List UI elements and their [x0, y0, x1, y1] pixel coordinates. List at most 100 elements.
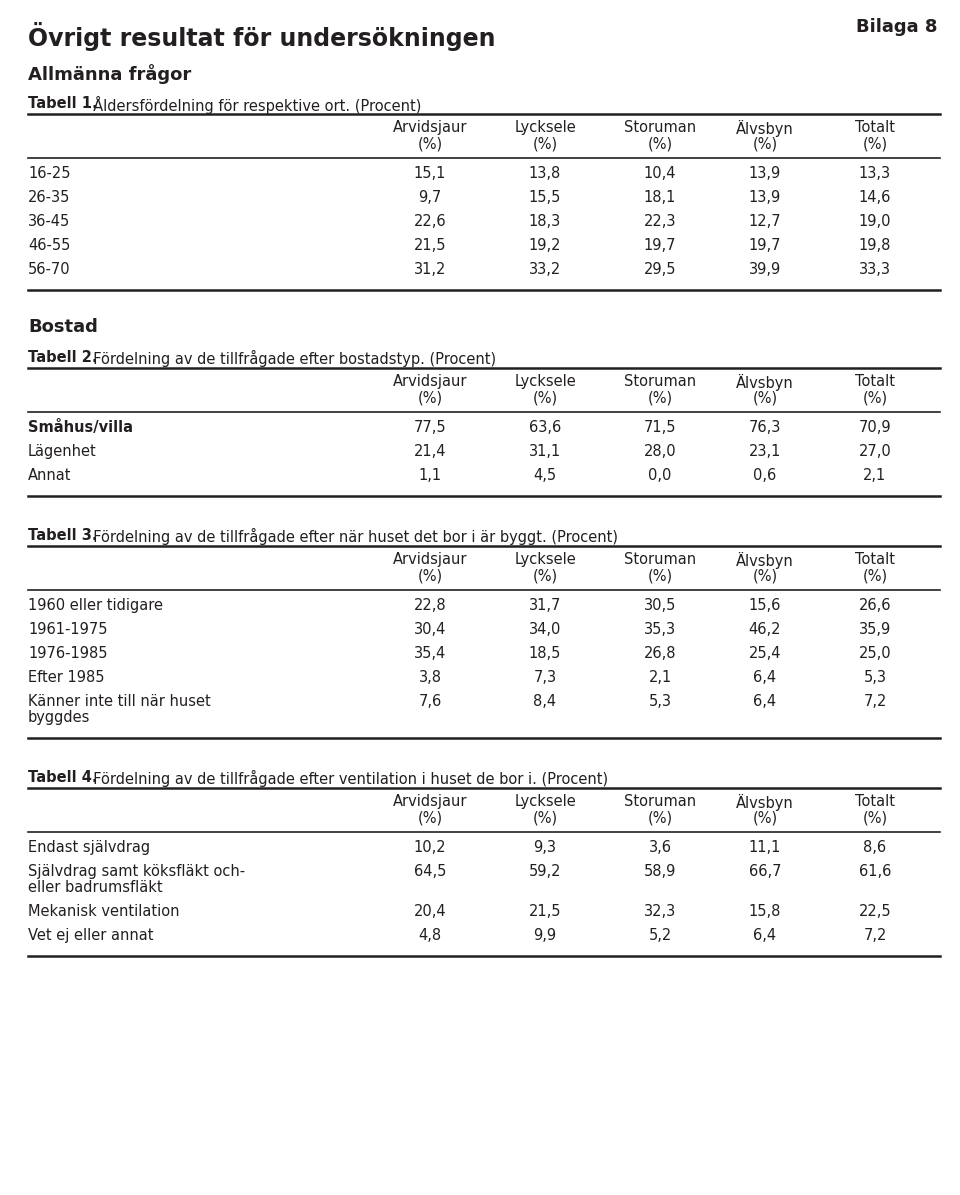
Text: 11,1: 11,1 — [749, 840, 781, 854]
Text: 9,7: 9,7 — [419, 190, 442, 206]
Text: (%): (%) — [862, 810, 888, 825]
Text: Endast självdrag: Endast självdrag — [28, 840, 150, 854]
Text: Åldersfördelning för respektive ort. (Procent): Åldersfördelning för respektive ort. (Pr… — [84, 96, 421, 114]
Text: 7,2: 7,2 — [863, 929, 887, 943]
Text: (%): (%) — [418, 136, 443, 151]
Text: Arvidsjaur: Arvidsjaur — [393, 793, 468, 809]
Text: 19,2: 19,2 — [529, 238, 562, 253]
Text: 46-55: 46-55 — [28, 238, 70, 253]
Text: 26-35: 26-35 — [28, 190, 70, 206]
Text: 1961-1975: 1961-1975 — [28, 623, 108, 637]
Text: 31,7: 31,7 — [529, 598, 562, 613]
Text: Bostad: Bostad — [28, 318, 98, 336]
Text: 6,4: 6,4 — [754, 929, 777, 943]
Text: 28,0: 28,0 — [644, 445, 676, 459]
Text: Självdrag samt köksfläkt och-: Självdrag samt köksfläkt och- — [28, 864, 245, 880]
Text: 19,7: 19,7 — [644, 238, 676, 253]
Text: 6,4: 6,4 — [754, 694, 777, 709]
Text: 31,1: 31,1 — [529, 445, 562, 459]
Text: 70,9: 70,9 — [858, 419, 891, 435]
Text: 18,3: 18,3 — [529, 214, 562, 229]
Text: Arvidsjaur: Arvidsjaur — [393, 120, 468, 135]
Text: 1,1: 1,1 — [419, 468, 442, 483]
Text: Känner inte till när huset: Känner inte till när huset — [28, 694, 211, 709]
Text: 9,3: 9,3 — [534, 840, 557, 854]
Text: 23,1: 23,1 — [749, 445, 781, 459]
Text: 13,9: 13,9 — [749, 190, 781, 206]
Text: 15,5: 15,5 — [529, 190, 562, 206]
Text: Lycksele: Lycksele — [515, 552, 576, 566]
Text: (%): (%) — [753, 810, 778, 825]
Text: Fördelning av de tillfrågade efter när huset det bor i är byggt. (Procent): Fördelning av de tillfrågade efter när h… — [84, 528, 618, 545]
Text: Lägenhet: Lägenhet — [28, 445, 97, 459]
Text: Övrigt resultat för undersökningen: Övrigt resultat för undersökningen — [28, 22, 495, 51]
Text: Småhus/villa: Småhus/villa — [28, 419, 133, 435]
Text: 32,3: 32,3 — [644, 903, 676, 919]
Text: 35,9: 35,9 — [859, 623, 891, 637]
Text: 10,4: 10,4 — [644, 166, 676, 180]
Text: Arvidsjaur: Arvidsjaur — [393, 374, 468, 390]
Text: eller badrumsfläkt: eller badrumsfläkt — [28, 880, 162, 895]
Text: (%): (%) — [533, 810, 558, 825]
Text: 25,0: 25,0 — [858, 646, 891, 661]
Text: 71,5: 71,5 — [644, 419, 676, 435]
Text: Lycksele: Lycksele — [515, 793, 576, 809]
Text: 25,4: 25,4 — [749, 646, 781, 661]
Text: 31,2: 31,2 — [414, 262, 446, 277]
Text: 36-45: 36-45 — [28, 214, 70, 229]
Text: Fördelning av de tillfrågade efter ventilation i huset de bor i. (Procent): Fördelning av de tillfrågade efter venti… — [84, 770, 608, 788]
Text: 1976-1985: 1976-1985 — [28, 646, 108, 661]
Text: (%): (%) — [753, 390, 778, 405]
Text: 12,7: 12,7 — [749, 214, 781, 229]
Text: (%): (%) — [862, 136, 888, 151]
Text: 63,6: 63,6 — [529, 419, 562, 435]
Text: Lycksele: Lycksele — [515, 374, 576, 390]
Text: 4,5: 4,5 — [534, 468, 557, 483]
Text: Bilaga 8: Bilaga 8 — [856, 18, 938, 36]
Text: (%): (%) — [647, 568, 673, 583]
Text: Tabell 2.: Tabell 2. — [28, 350, 98, 364]
Text: Älvsbyn: Älvsbyn — [736, 552, 794, 569]
Text: 6,4: 6,4 — [754, 670, 777, 685]
Text: 34,0: 34,0 — [529, 623, 562, 637]
Text: 22,8: 22,8 — [414, 598, 446, 613]
Text: 30,5: 30,5 — [644, 598, 676, 613]
Text: Storuman: Storuman — [624, 120, 696, 135]
Text: 21,5: 21,5 — [529, 903, 562, 919]
Text: Arvidsjaur: Arvidsjaur — [393, 552, 468, 566]
Text: Mekanisk ventilation: Mekanisk ventilation — [28, 903, 180, 919]
Text: (%): (%) — [647, 136, 673, 151]
Text: Vet ej eller annat: Vet ej eller annat — [28, 929, 154, 943]
Text: 2,1: 2,1 — [648, 670, 672, 685]
Text: Älvsbyn: Älvsbyn — [736, 120, 794, 137]
Text: (%): (%) — [753, 136, 778, 151]
Text: 0,0: 0,0 — [648, 468, 672, 483]
Text: Älvsbyn: Älvsbyn — [736, 374, 794, 391]
Text: 26,8: 26,8 — [644, 646, 676, 661]
Text: 22,3: 22,3 — [644, 214, 676, 229]
Text: 3,8: 3,8 — [419, 670, 442, 685]
Text: 8,4: 8,4 — [534, 694, 557, 709]
Text: (%): (%) — [647, 390, 673, 405]
Text: Tabell 3.: Tabell 3. — [28, 528, 98, 543]
Text: Tabell 1.: Tabell 1. — [28, 96, 98, 111]
Text: 64,5: 64,5 — [414, 864, 446, 880]
Text: 21,5: 21,5 — [414, 238, 446, 253]
Text: (%): (%) — [418, 810, 443, 825]
Text: 22,6: 22,6 — [414, 214, 446, 229]
Text: 30,4: 30,4 — [414, 623, 446, 637]
Text: 29,5: 29,5 — [644, 262, 676, 277]
Text: 2,1: 2,1 — [863, 468, 887, 483]
Text: Tabell 4.: Tabell 4. — [28, 770, 98, 785]
Text: Älvsbyn: Älvsbyn — [736, 793, 794, 811]
Text: 13,3: 13,3 — [859, 166, 891, 180]
Text: 21,4: 21,4 — [414, 445, 446, 459]
Text: 35,4: 35,4 — [414, 646, 446, 661]
Text: Totalt: Totalt — [855, 793, 895, 809]
Text: 7,3: 7,3 — [534, 670, 557, 685]
Text: 15,8: 15,8 — [749, 903, 781, 919]
Text: 7,6: 7,6 — [419, 694, 442, 709]
Text: Allmänna frågor: Allmänna frågor — [28, 65, 191, 84]
Text: 15,6: 15,6 — [749, 598, 781, 613]
Text: (%): (%) — [533, 568, 558, 583]
